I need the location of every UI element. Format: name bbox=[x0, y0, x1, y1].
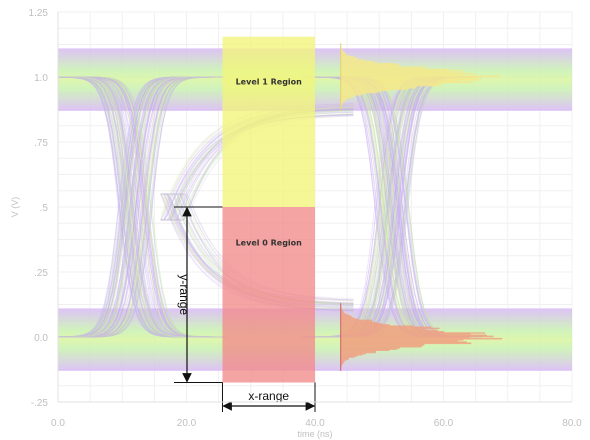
level-1-region bbox=[222, 37, 315, 207]
y-tick-label: -.25 bbox=[31, 398, 49, 409]
level-0-region bbox=[222, 207, 315, 383]
y-tick-label: 0.0 bbox=[34, 333, 48, 344]
y-range-label: y-range bbox=[177, 274, 191, 315]
y-tick-label: .5 bbox=[40, 203, 49, 214]
x-tick-label: 20.0 bbox=[177, 418, 197, 429]
y-tick-label: 1.25 bbox=[29, 8, 49, 19]
x-tick-label: 60.0 bbox=[434, 418, 454, 429]
level-0-region-label: Level 0 Region bbox=[236, 239, 303, 248]
y-axis-title: V (V) bbox=[10, 197, 20, 218]
y-tick-label: .25 bbox=[34, 268, 48, 279]
x-tick-label: 0.0 bbox=[51, 418, 65, 429]
y-tick-label: 1.0 bbox=[34, 73, 48, 84]
y-tick-label: .75 bbox=[34, 138, 48, 149]
level-1-region-label: Level 1 Region bbox=[236, 77, 303, 86]
x-axis-title: time (ns) bbox=[297, 429, 332, 439]
x-tick-label: 80.0 bbox=[562, 418, 582, 429]
x-tick-label: 40.0 bbox=[305, 418, 325, 429]
x-range-label: x-range bbox=[248, 389, 289, 403]
level-regions: Level 1 Region Level 0 Region bbox=[222, 37, 315, 383]
